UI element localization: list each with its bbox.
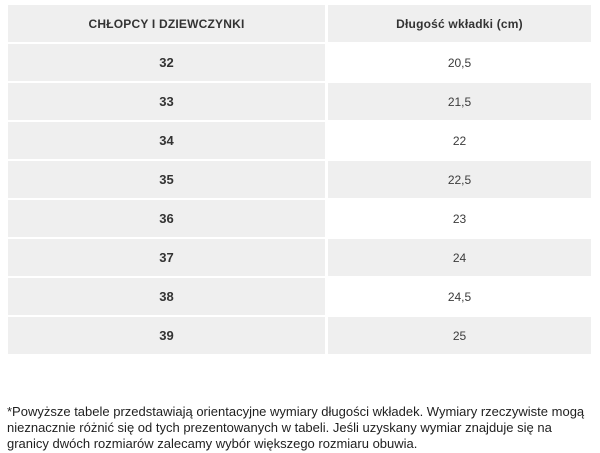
size-cell: 38	[8, 278, 325, 315]
size-chart-footnote: *Powyższe tabele przedstawiają orientacy…	[7, 404, 585, 451]
table-row: 37 24	[8, 239, 591, 276]
length-cell: 22	[328, 122, 591, 159]
length-cell: 24	[328, 239, 591, 276]
table-row: 38 24,5	[8, 278, 591, 315]
size-chart-table: CHŁOPCY I DZIEWCZYNKI Długość wkładki (c…	[8, 5, 591, 354]
table-row: 39 25	[8, 317, 591, 354]
length-cell: 23	[328, 200, 591, 237]
size-cell: 33	[8, 83, 325, 120]
size-cell: 34	[8, 122, 325, 159]
size-cell: 35	[8, 161, 325, 198]
table-row: 33 21,5	[8, 83, 591, 120]
length-cell: 21,5	[328, 83, 591, 120]
header-sizes-column: CHŁOPCY I DZIEWCZYNKI	[8, 5, 325, 42]
table-header-row: CHŁOPCY I DZIEWCZYNKI Długość wkładki (c…	[8, 5, 591, 42]
size-cell: 36	[8, 200, 325, 237]
header-insole-length-column: Długość wkładki (cm)	[328, 5, 591, 42]
size-cell: 32	[8, 44, 325, 81]
table-row: 35 22,5	[8, 161, 591, 198]
length-cell: 25	[328, 317, 591, 354]
length-cell: 22,5	[328, 161, 591, 198]
length-cell: 24,5	[328, 278, 591, 315]
size-cell: 37	[8, 239, 325, 276]
table-row: 32 20,5	[8, 44, 591, 81]
table-row: 34 22	[8, 122, 591, 159]
length-cell: 20,5	[328, 44, 591, 81]
size-cell: 39	[8, 317, 325, 354]
table-row: 36 23	[8, 200, 591, 237]
